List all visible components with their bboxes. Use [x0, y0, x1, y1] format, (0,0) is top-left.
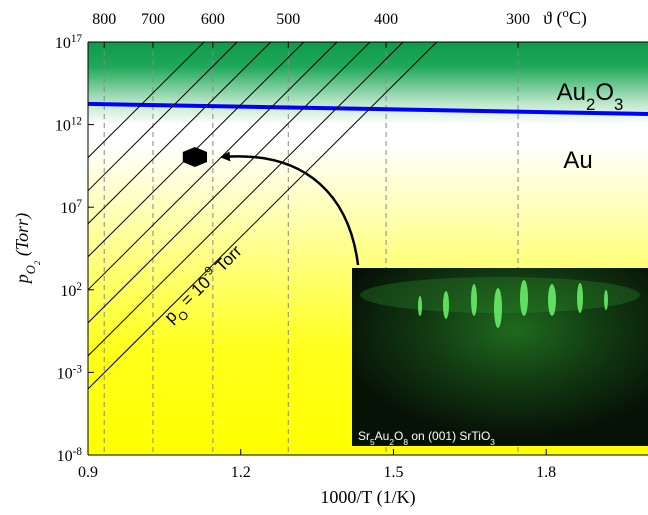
iso-pressure-line [87, 41, 338, 291]
iso-pressure-line [87, 41, 438, 390]
x-tick-label: 1.2 [231, 464, 251, 481]
data-point [182, 146, 208, 167]
marks [87, 41, 648, 390]
top-tick-label: 400 [374, 11, 398, 28]
y-tick-label: 102 [60, 281, 82, 300]
iso-pressure-line [87, 41, 404, 357]
rheed-streaks [418, 280, 608, 328]
arrow [220, 151, 360, 266]
boundary-line [87, 101, 648, 116]
y-axis-label: pO2 (Torr) [12, 213, 42, 285]
y-tick-label: 1017 [55, 33, 83, 52]
x-tick-label: 1.8 [536, 464, 556, 481]
top-tick-label: 300 [506, 11, 530, 28]
iso-pressure-line [87, 41, 371, 324]
y-tick-label: 107 [60, 198, 82, 217]
x-axis-label: 1000/T (1/K) [320, 487, 415, 508]
inset: Sr5Au2O8 on (001) SrTiO3 [352, 268, 648, 447]
top-tick-label: 500 [276, 11, 300, 28]
top-tick-label: 800 [92, 11, 116, 28]
y-tick-label: 10-3 [57, 363, 83, 382]
top-tick-label: 600 [201, 11, 225, 28]
y-tick-label: 10-8 [57, 446, 83, 465]
iso-pressure-line [87, 41, 272, 225]
iso-pressure-line [87, 41, 238, 192]
y-tick-label: 1012 [55, 116, 82, 135]
region-label: Au [563, 147, 592, 174]
top-axis-label: ϑ (oC) [543, 6, 587, 29]
iso-pressure-line [87, 41, 205, 158]
x-tick-label: 1.5 [383, 464, 403, 481]
x-tick-label: 0.9 [78, 464, 98, 481]
top-tick-label: 700 [141, 11, 165, 28]
